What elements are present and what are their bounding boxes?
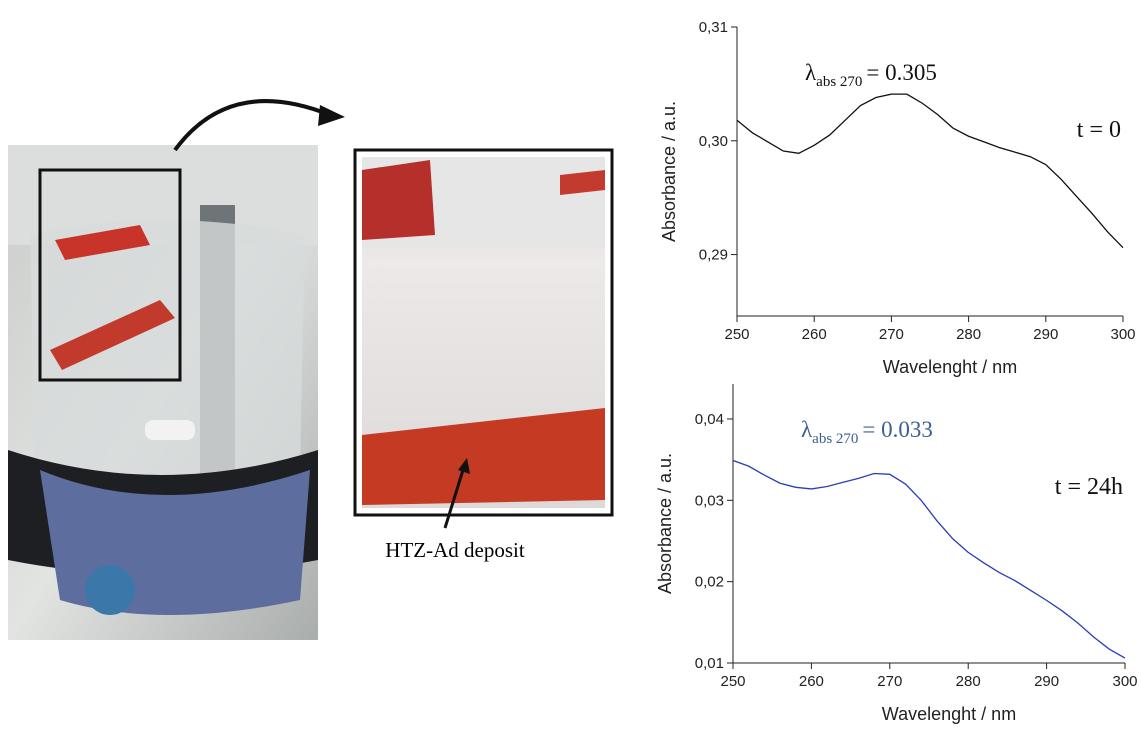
x-tick-label: 270	[877, 673, 902, 690]
y-axis-title: Absorbance / a.u.	[659, 101, 679, 242]
annotation-subscript: abs 270	[816, 74, 862, 90]
x-tick-label: 250	[724, 326, 749, 343]
x-tick-label: 260	[802, 326, 827, 343]
x-tick-label: 280	[956, 326, 981, 343]
zoom-photo	[353, 148, 614, 517]
y-tick-label: 0,02	[695, 574, 724, 591]
annotation-text: = 0.305	[866, 60, 936, 85]
annotation: λabs 270 = 0.305	[805, 60, 937, 90]
x-tick-label: 300	[1112, 673, 1137, 690]
arrow-head	[318, 105, 345, 126]
callout: HTZ-Ad deposit	[385, 538, 525, 562]
x-tick-label: 300	[1110, 326, 1135, 343]
arrow	[173, 99, 331, 152]
x-tick-label: 280	[956, 673, 981, 690]
series-label: t = 0	[1077, 117, 1121, 143]
x-axis-title: Wavelenght / nm	[882, 704, 1016, 724]
y-tick-label: 0,04	[695, 411, 724, 428]
data-line	[732, 459, 1126, 659]
y-tick-label: 0,30	[699, 133, 728, 150]
x-tick-label: 290	[1034, 673, 1059, 690]
annotation-symbol: λ	[801, 417, 813, 442]
callout-arrow-head	[458, 458, 470, 474]
x-tick-label: 260	[799, 673, 824, 690]
y-axis-title: Absorbance / a.u.	[655, 453, 675, 594]
x-axis-title: Wavelenght / nm	[883, 357, 1017, 377]
beaker-photo	[8, 145, 318, 640]
y-tick-label: 0,01	[695, 655, 724, 672]
y-tick-label: 0,03	[695, 492, 724, 509]
annotation-subscript: abs 270	[812, 431, 858, 447]
data-line	[736, 93, 1124, 249]
x-tick-label: 270	[879, 326, 904, 343]
series-label: t = 24h	[1055, 474, 1123, 500]
annotation-text: = 0.033	[862, 417, 932, 442]
x-tick-label: 290	[1033, 326, 1058, 343]
y-tick-label: 0,31	[699, 19, 728, 36]
callout-arrow	[443, 469, 465, 529]
x-tick-label: 250	[720, 673, 745, 690]
annotation: λabs 270 = 0.033	[801, 417, 933, 447]
annotation-symbol: λ	[805, 60, 817, 85]
y-tick-label: 0,29	[699, 247, 728, 264]
